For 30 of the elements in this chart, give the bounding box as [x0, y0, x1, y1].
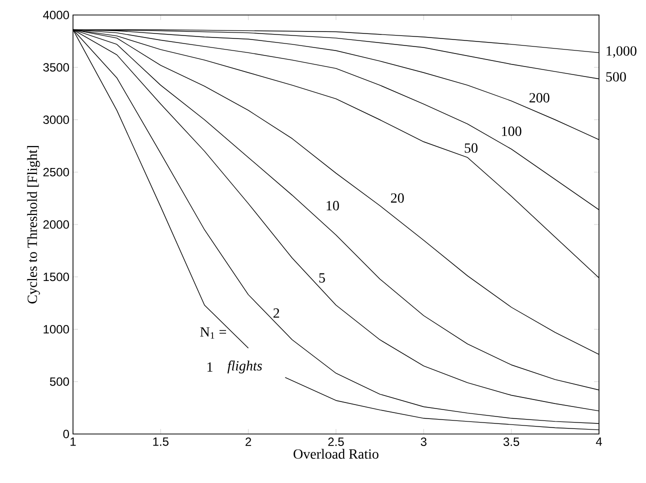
series-label: 10 [326, 200, 339, 210]
x-tick-label: 1.5 [153, 438, 168, 446]
y-tick-label: 1000 [44, 325, 69, 334]
x-axis-title: Overload Ratio [294, 448, 378, 459]
x-tick-label: 3 [420, 438, 426, 446]
y-axis-title: Cycles to Threshold [Flight] [27, 146, 40, 304]
annotation: N$_{1}$ = [200, 327, 226, 339]
y-tick-label: 0 [63, 430, 70, 438]
series-label: 500 [606, 72, 626, 82]
series-label: 20 [390, 193, 404, 203]
x-tick-label: 3.5 [503, 438, 520, 446]
y-tick-label: 500 [50, 377, 69, 386]
series-label: 200 [530, 93, 550, 102]
x-tick-label: 2 [246, 438, 252, 446]
y-tick-label: 4000 [43, 10, 69, 20]
y-tick-label: 2000 [43, 220, 69, 229]
series-label: 50 [464, 143, 478, 153]
y-tick-label: 1500 [44, 272, 69, 282]
series-label: 100 [502, 126, 522, 136]
series-label: 1,000 [606, 46, 636, 58]
text: 1 [207, 362, 212, 372]
annotation: flights [227, 360, 262, 374]
y-tick-label: 3000 [43, 116, 69, 124]
series-label: 5 [319, 273, 325, 283]
y-tick-label: 3500 [43, 63, 69, 72]
x-tick-label: 2.5 [328, 438, 344, 446]
series-label: 2 [274, 308, 280, 318]
x-tick-label: 4 [596, 438, 602, 446]
x-tick-label: 1 [70, 438, 76, 446]
y-tick-label: 2500 [43, 168, 69, 176]
